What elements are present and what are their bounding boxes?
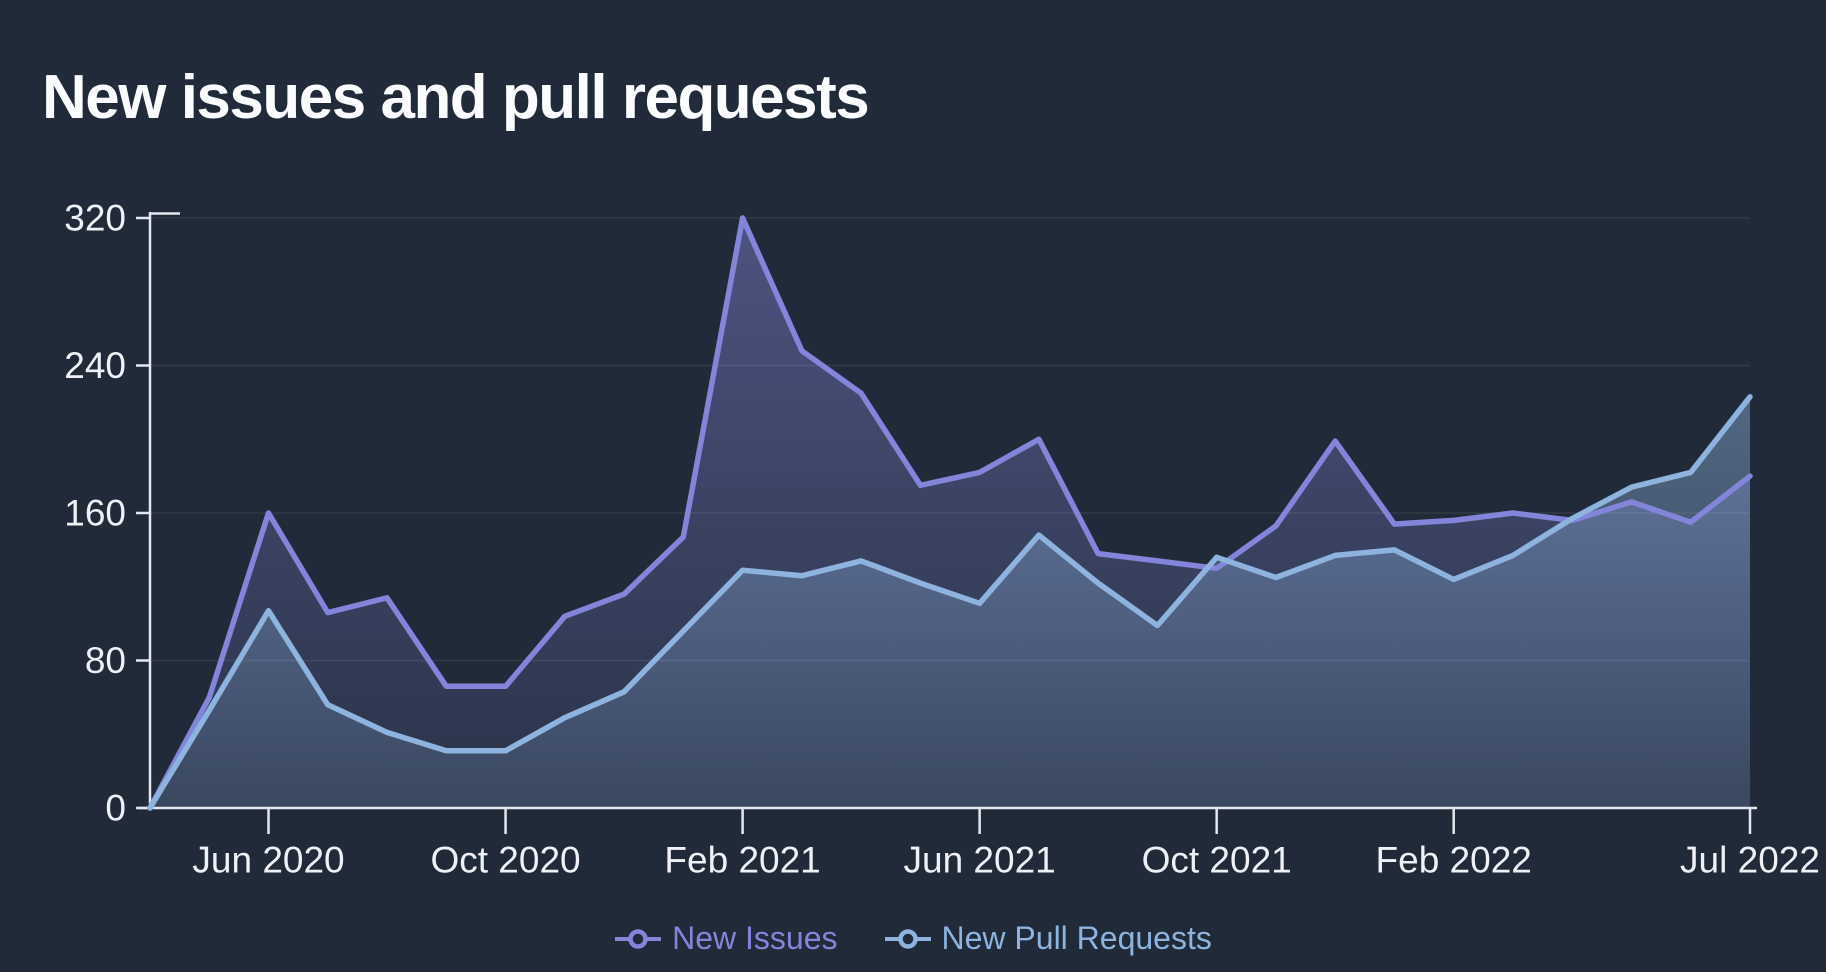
y-tick-label: 0 <box>105 788 126 829</box>
series-area-new-pull-requests <box>150 396 1750 808</box>
legend-item-new-pull-requests[interactable]: New Pull Requests <box>884 920 1212 957</box>
y-tick-label: 80 <box>85 640 126 681</box>
x-tick-label: Jul 2022 <box>1680 839 1820 880</box>
legend-label: New Issues <box>672 920 838 956</box>
line-marker-icon <box>884 928 931 949</box>
y-tick-label: 240 <box>64 345 126 386</box>
line-marker-icon <box>615 928 662 949</box>
legend-label: New Pull Requests <box>941 920 1212 956</box>
legend-item-new-issues[interactable]: New Issues <box>614 920 838 957</box>
x-tick-label: Oct 2021 <box>1142 839 1292 880</box>
chart-title: New issues and pull requests <box>42 62 870 132</box>
x-tick-label: Feb 2022 <box>1376 839 1532 880</box>
x-tick-label: Jun 2021 <box>904 839 1056 880</box>
series-line-new-issues <box>147 215 1753 811</box>
x-tick-label: Oct 2020 <box>430 839 580 880</box>
series-line-new-pull-requests <box>147 394 1753 811</box>
x-tick-label: Jun 2020 <box>192 839 344 880</box>
y-tick-label: 320 <box>64 198 126 239</box>
x-tick-label: Feb 2021 <box>664 839 820 880</box>
chart-legend: New Issues New Pull Requests <box>0 920 1826 957</box>
y-tick-label: 160 <box>64 493 126 534</box>
